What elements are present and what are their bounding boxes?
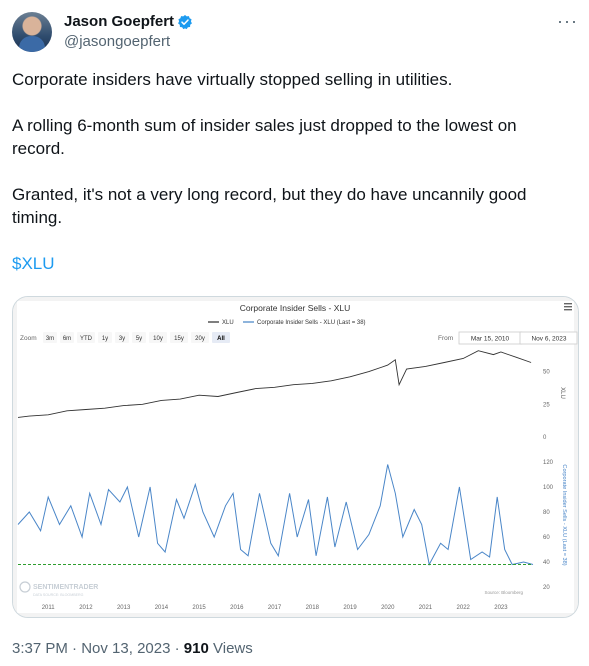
tweet-paragraph-2: A rolling 6-month sum of insider sales j… [12,116,517,158]
to-date-input[interactable] [519,331,578,345]
avatar[interactable] [12,12,52,52]
tweet-text: Corporate insiders have virtually stoppe… [12,68,572,298]
svg-text:SENTIMENTRADER: SENTIMENTRADER [33,584,98,591]
zoom-button-label: 1y [102,336,108,342]
x-tick-label: 2015 [192,605,206,611]
legend-xlu[interactable]: XLU [222,320,234,326]
lower-tick-label: 20 [543,585,550,591]
tweet-media-chart[interactable]: Corporate Insider Sells - XLU XLU Corpor… [12,296,579,618]
lower-tick-label: 120 [543,460,554,466]
x-tick-label: 2019 [343,605,357,611]
x-tick-label: 2016 [230,605,244,611]
lower-tick-label: 80 [543,510,550,516]
to-date-value: Nov 6, 2023 [531,336,566,343]
zoom-button-ytd[interactable] [77,332,95,343]
zoom-button-15y[interactable] [170,332,188,343]
x-tick-label: 2020 [381,605,395,611]
x-tick-label: 2013 [117,605,131,611]
insider-sells-series-line [17,464,534,566]
sentimentrader-watermark: SENTIMENTRADER DATA SOURCE: BLOOMBERG [19,581,98,597]
verified-badge-icon [178,15,192,30]
x-tick-label: 2023 [494,605,508,611]
zoom-button-3m[interactable] [43,332,57,343]
zoom-button-label: 3m [46,336,54,342]
cashtag-link[interactable]: $XLU [12,254,55,273]
x-tick-label: 2011 [42,605,56,611]
upper-tick-label: 0 [543,435,547,441]
tweet-meta: 3:37 PM · Nov 13, 2023 · 910 Views [12,640,253,657]
tweet-time[interactable]: 3:37 PM [12,640,68,657]
x-tick-label: 2021 [419,605,433,611]
zoom-button-label: 20y [195,336,205,342]
lower-tick-label: 100 [543,485,554,491]
x-tick-label: 2012 [79,605,93,611]
zoom-button-1y[interactable] [98,332,112,343]
x-tick-label: 2014 [155,605,169,611]
zoom-button-6m[interactable] [60,332,74,343]
views-count: 910 [183,640,209,657]
author-name[interactable]: Jason Goepfert [64,13,175,30]
upper-tick-label: 25 [543,402,550,408]
meta-separator: · [72,640,78,657]
lower-tick-label: 40 [543,560,550,566]
lower-axis-label: Corporate Insider Sells - XLU (Last = 38… [561,464,567,565]
upper-axis-label: XLU [559,387,565,399]
from-date-value: Mar 15, 2010 [471,336,510,343]
zoom-button-label: All [217,336,225,342]
zoom-button-label: YTD [80,336,93,342]
x-tick-label: 2022 [457,605,471,611]
zoom-button-10y[interactable] [149,332,167,343]
svg-text:DATA SOURCE: BLOOMBERG: DATA SOURCE: BLOOMBERG [33,593,84,597]
more-options-icon[interactable]: ··· [557,11,578,31]
tweet-paragraph-3: Granted, it's not a very long record, bu… [12,185,527,227]
bloomberg-source: Source: Bloomberg [484,590,523,595]
zoom-button-label: 3y [119,336,125,342]
tweet-date[interactable]: Nov 13, 2023 [81,640,171,657]
meta-separator: · [174,640,180,657]
zoom-button-3y[interactable] [115,332,129,343]
from-label: From [438,335,453,342]
zoom-button-label: 10y [153,336,163,342]
lower-tick-label: 60 [543,535,550,541]
zoom-button-label: 15y [174,336,184,342]
hamburger-menu-icon[interactable] [564,303,572,311]
legend-insider-sells[interactable]: Corporate Insider Sells - XLU (Last = 38… [257,320,366,326]
insider-sells-chart: Corporate Insider Sells - XLU XLU Corpor… [13,297,578,617]
zoom-button-5y[interactable] [132,332,146,343]
zoom-button-label: 6m [63,336,71,342]
tweet-paragraph-1: Corporate insiders have virtually stoppe… [12,70,453,89]
xlu-series-line [17,350,532,418]
author-handle[interactable]: @jasongoepfert [64,33,171,50]
zoom-label: Zoom [20,335,37,342]
zoom-button-20y[interactable] [191,332,209,343]
chart-title: Corporate Insider Sells - XLU [240,303,351,313]
zoom-button-all[interactable] [212,332,230,343]
zoom-button-label: 5y [136,336,142,342]
upper-tick-label: 50 [543,370,550,376]
x-tick-label: 2018 [306,605,320,611]
views-label: Views [213,640,253,657]
x-tick-label: 2017 [268,605,282,611]
